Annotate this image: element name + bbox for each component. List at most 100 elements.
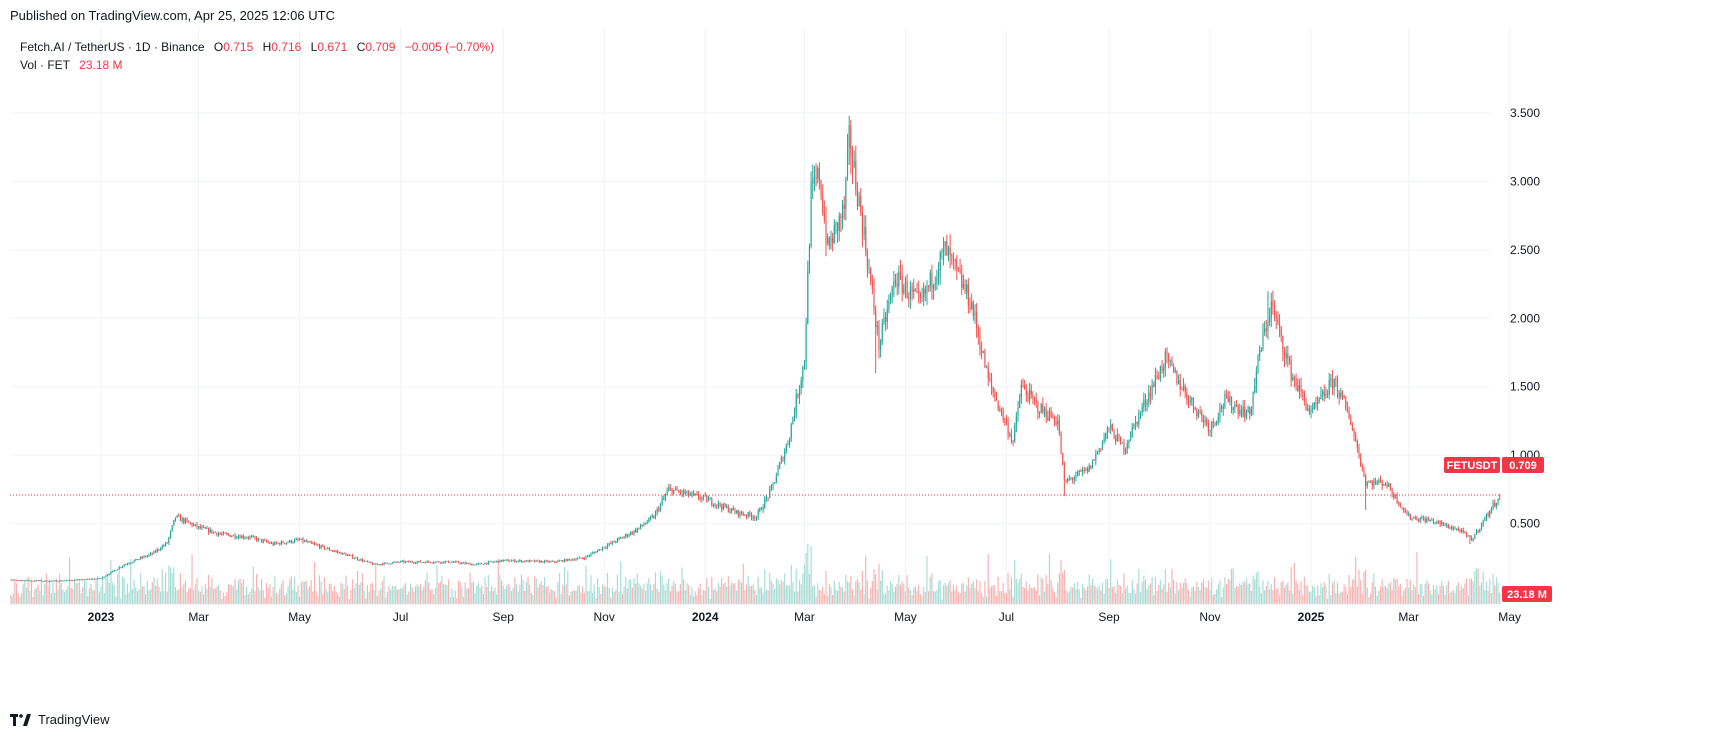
volume-bar: [744, 590, 746, 604]
volume-bar: [360, 582, 362, 604]
candle-body: [547, 560, 549, 563]
volume-bar: [1194, 590, 1196, 604]
volume-bar: [1199, 589, 1201, 604]
volume-bar: [1422, 595, 1425, 604]
x-tick-label: Mar: [1398, 610, 1419, 624]
price-chart[interactable]: 3.5003.0002.5002.0001.5001.0000.5000.000…: [10, 28, 1726, 704]
volume-bar: [1146, 589, 1148, 604]
volume-bar: [572, 591, 574, 604]
volume-bar: [414, 586, 417, 604]
candle-body: [825, 220, 827, 244]
volume-bar: [934, 591, 936, 604]
candle-body: [1454, 528, 1456, 530]
volume-bar: [1413, 584, 1415, 604]
volume-bar: [1275, 589, 1277, 604]
volume-bar: [913, 587, 915, 604]
volume-bar: [610, 597, 612, 604]
volume-bar: [810, 546, 812, 604]
volume-bar: [555, 597, 557, 604]
volume-bar: [764, 568, 766, 604]
candle-body: [1318, 399, 1320, 401]
candle-body: [755, 517, 758, 519]
volume-bar: [837, 590, 839, 604]
candle-body: [1325, 394, 1327, 397]
volume-bars: [10, 544, 1501, 604]
chart-area[interactable]: 3.5003.0002.5002.0001.5001.0000.5000.000…: [10, 28, 1726, 704]
candle-body: [525, 560, 527, 562]
candle-body: [29, 580, 31, 582]
candle-body: [1437, 521, 1440, 523]
volume-bar: [70, 587, 72, 604]
volume-bar: [403, 585, 405, 604]
volume-bar: [168, 565, 170, 604]
volume-bar: [1007, 572, 1009, 604]
candle-body: [656, 508, 658, 513]
candle-body: [1143, 399, 1145, 407]
volume-bar: [818, 589, 820, 604]
candle-body: [1378, 479, 1380, 482]
volume-bar: [597, 578, 599, 604]
volume-bar: [736, 590, 738, 604]
candle-body: [610, 543, 612, 545]
candle-body: [681, 490, 683, 494]
candle-body: [1103, 438, 1105, 442]
volume-bar: [350, 590, 352, 604]
volume-bar: [194, 584, 196, 604]
candle-body: [452, 561, 455, 563]
volume-bar: [327, 592, 329, 604]
volume-bar: [201, 586, 203, 604]
volume-bar: [277, 593, 279, 604]
candle-body: [103, 576, 105, 578]
volume-bar: [308, 586, 311, 604]
volume-bar: [1336, 582, 1339, 604]
volume-bar: [1348, 575, 1350, 604]
candle-body: [611, 541, 614, 544]
volume-bar: [805, 552, 807, 604]
volume-bar: [623, 586, 625, 604]
volume-bar: [352, 579, 354, 604]
volume-bar: [1492, 574, 1494, 604]
candle-body: [1004, 419, 1006, 421]
volume-bar: [83, 581, 86, 604]
candle-body: [582, 558, 584, 560]
volume-bar: [530, 593, 532, 604]
volume-bar: [850, 576, 852, 604]
footer-brand[interactable]: TradingView: [10, 712, 110, 727]
volume-bar: [580, 592, 582, 604]
volume-bar: [47, 585, 49, 604]
candle-body: [1346, 407, 1348, 411]
volume-bar: [226, 592, 228, 604]
volume-bar: [1138, 569, 1140, 604]
volume-bar: [1388, 583, 1390, 604]
volume-bar: [911, 595, 913, 604]
candle-body: [1187, 399, 1190, 403]
volume-bar: [10, 594, 11, 604]
volume-bar: [635, 583, 637, 604]
candle-body: [461, 562, 463, 564]
volume-bar: [494, 587, 496, 604]
candle-body: [901, 274, 903, 294]
volume-bar: [1080, 598, 1082, 604]
candle-body: [1429, 519, 1431, 521]
volume-bar: [1110, 559, 1112, 604]
candle-body: [1216, 420, 1218, 424]
volume-bar: [398, 589, 400, 604]
candle-body: [59, 580, 61, 582]
candle-body: [603, 547, 605, 549]
volume-bar: [499, 574, 501, 604]
volume-bar: [532, 594, 534, 604]
volume-bar: [775, 578, 777, 604]
candle-body: [479, 563, 481, 565]
candle-body: [876, 326, 878, 328]
candle-body: [1474, 534, 1476, 539]
volume-bar: [347, 585, 349, 604]
volume-bar: [727, 576, 729, 604]
candle-body: [199, 526, 201, 529]
volume-bar: [45, 573, 47, 604]
volume-bar: [1088, 574, 1090, 604]
candle-body: [348, 555, 350, 557]
volume-bar: [779, 583, 781, 604]
candle-body: [866, 251, 868, 270]
candle-body: [34, 580, 36, 582]
volume-bar: [174, 587, 177, 604]
